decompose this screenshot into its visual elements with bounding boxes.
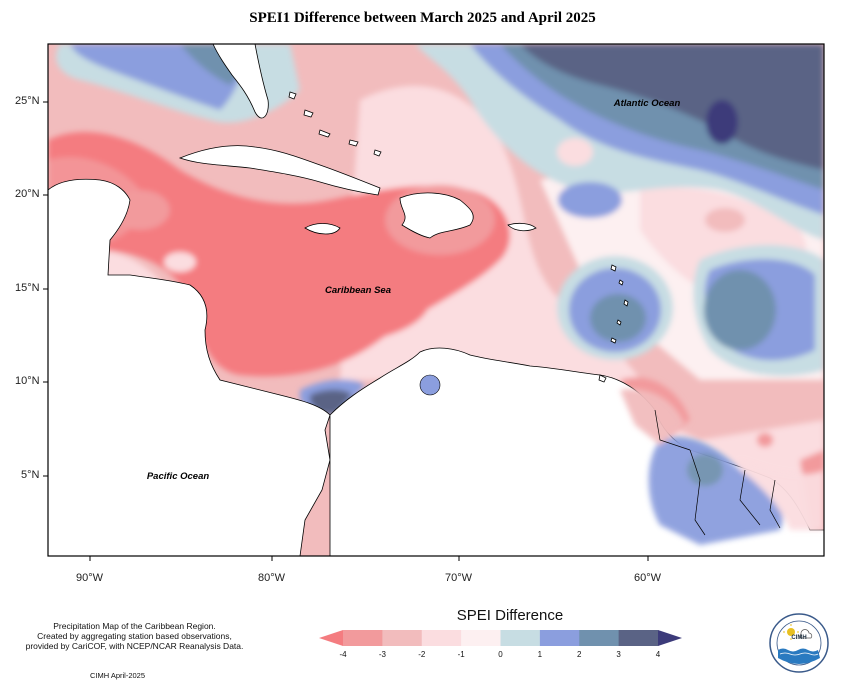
lon-label-90w: 90°W (76, 572, 104, 584)
legend-arrow-low (319, 630, 343, 646)
legend-arrow-high (658, 630, 682, 646)
caption-line: Precipitation Map of the Caribbean Regio… (53, 621, 216, 631)
atlantic-ocean-label: Atlantic Ocean (613, 98, 681, 109)
legend-swatch (382, 630, 423, 646)
legend-swatch (500, 630, 541, 646)
legend-tick-label: -1 (457, 650, 465, 659)
legend-tick-label: -2 (418, 650, 426, 659)
legend-tick-label: -4 (339, 650, 347, 659)
legend-tick-label: 4 (655, 650, 661, 659)
legend-tick-label: 1 (537, 650, 543, 659)
lon-label-80w: 80°W (258, 572, 286, 584)
legend-swatch (343, 630, 383, 646)
caption-line: provided by CariCOF, with NCEP/NCAR Rean… (25, 641, 244, 651)
lat-label-10n: 10°N (15, 375, 40, 387)
lat-label-25n: 25°N (15, 95, 40, 107)
lat-label-15n: 15°N (15, 282, 40, 294)
pacific-ocean-label: Pacific Ocean (147, 471, 210, 482)
caption: Precipitation Map of the Caribbean Regio… (12, 621, 257, 651)
lat-label-20n: 20°N (15, 188, 40, 200)
lat-label-5n: 5°N (21, 469, 40, 481)
logo-text: CIMH (791, 635, 807, 641)
map-frame (47, 43, 825, 557)
legend-tick-label: 0 (498, 650, 503, 659)
cimh-logo (769, 613, 829, 673)
legend-swatch (461, 630, 501, 646)
legend-swatch (539, 630, 580, 646)
legend-colorbar (319, 630, 682, 646)
lon-label-60w: 60°W (634, 572, 662, 584)
legend-tick-label: -3 (378, 650, 386, 659)
legend-swatch (421, 630, 462, 646)
legend-tick-label: 2 (577, 650, 582, 659)
spei-field (48, 44, 824, 556)
legend-swatch (579, 630, 620, 646)
caption-line: Created by aggregating station based obs… (37, 631, 232, 641)
legend-title: SPEI Difference (456, 607, 564, 624)
legend-tick-label: 3 (616, 650, 621, 659)
lon-label-70w: 70°W (445, 572, 473, 584)
credit: CIMH April-2025 (90, 671, 146, 680)
caribbean-sea-label: Caribbean Sea (325, 285, 391, 296)
map-title: SPEI1 Difference between March 2025 and … (249, 10, 596, 26)
legend-swatch (618, 630, 659, 646)
